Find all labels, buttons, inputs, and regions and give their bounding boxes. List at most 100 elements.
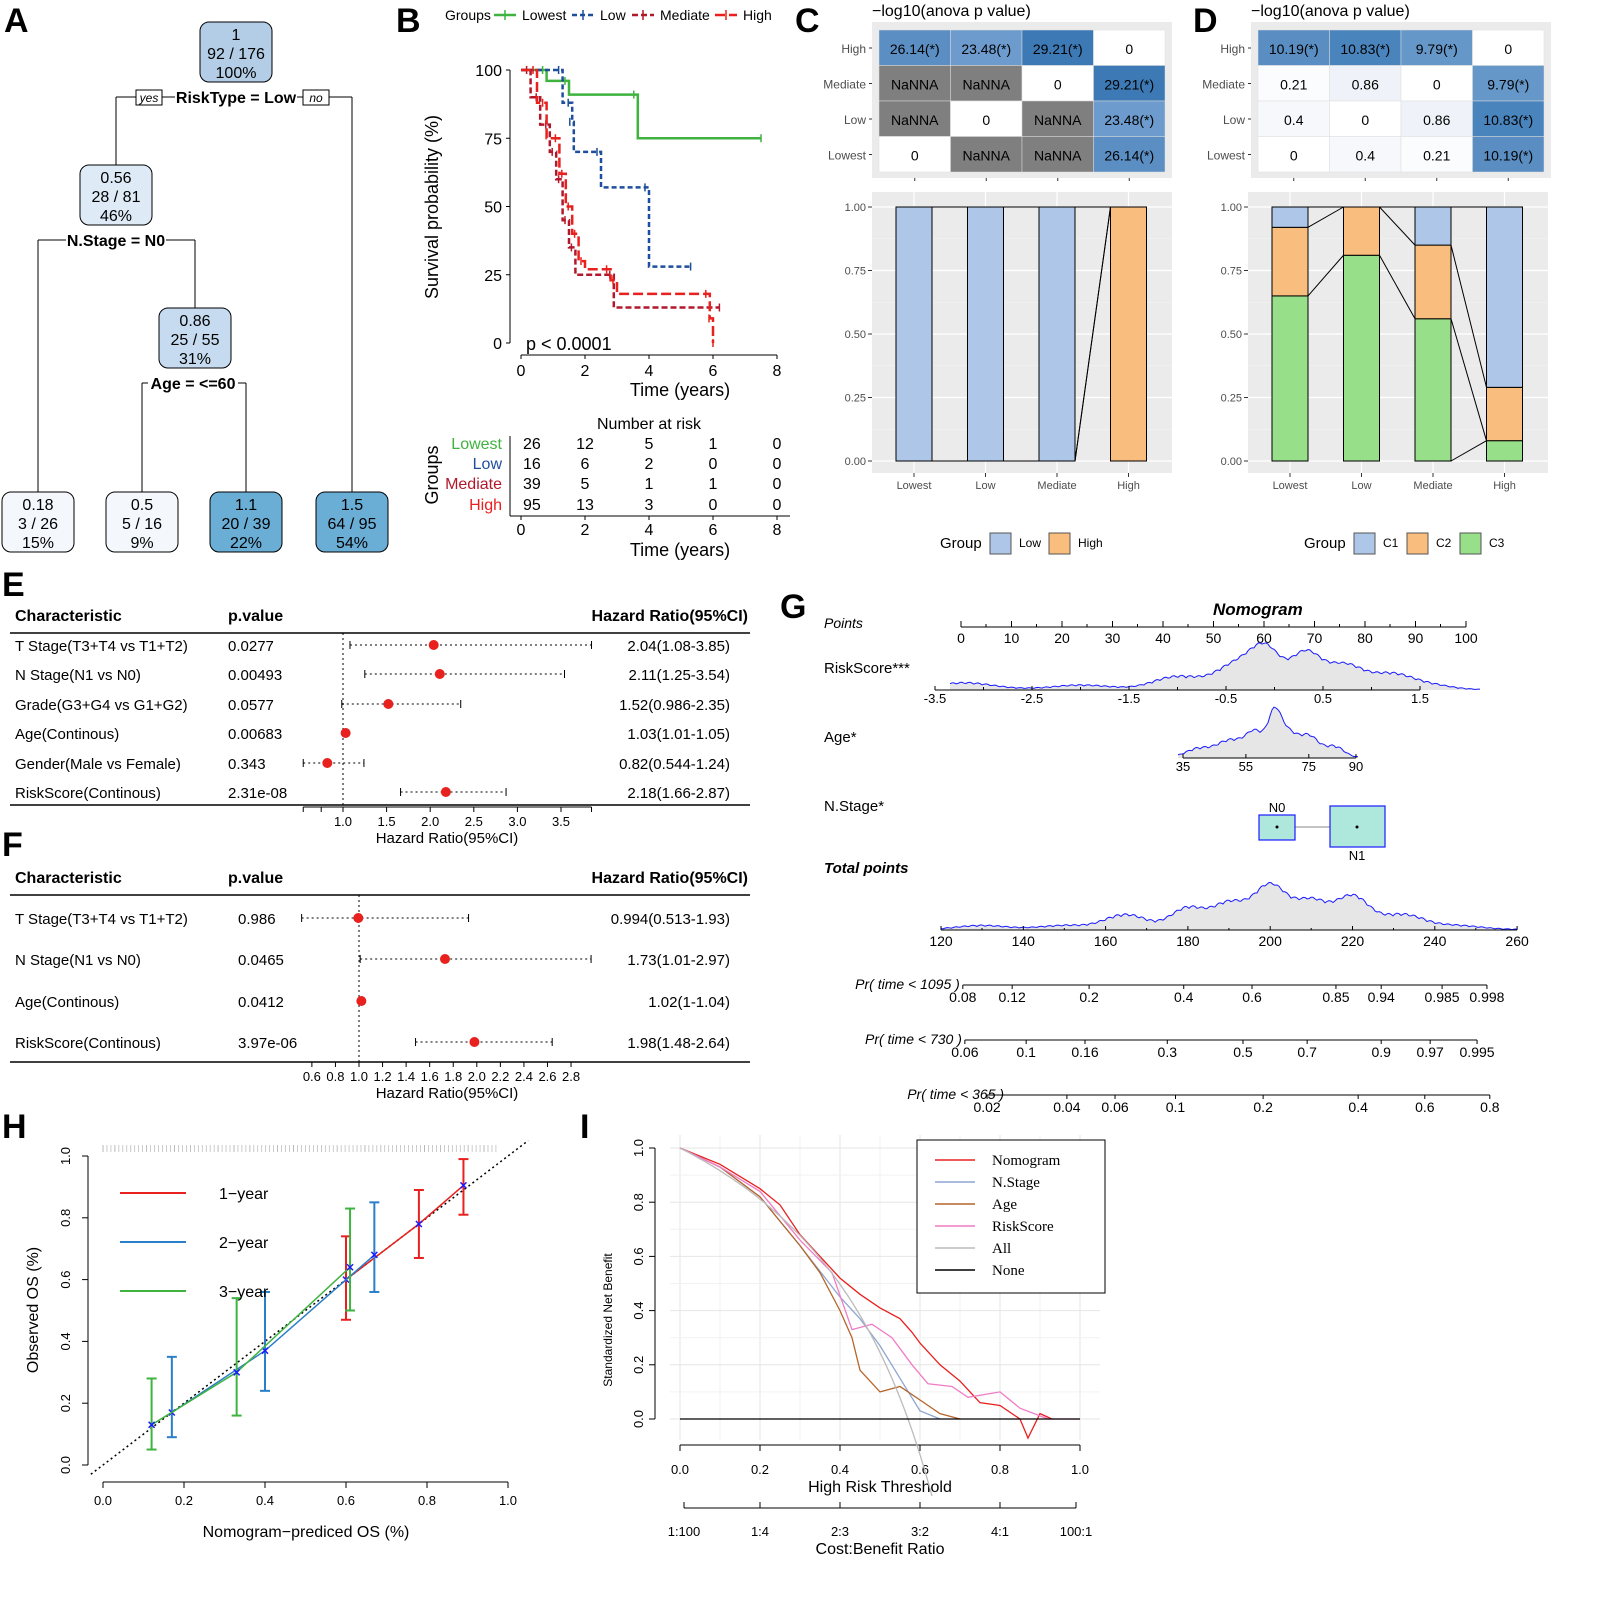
y-tick-label: 0.8 bbox=[58, 1209, 73, 1227]
node-value: 0.18 bbox=[22, 497, 53, 514]
legend-box bbox=[916, 1139, 1106, 1294]
panel-label: D bbox=[1193, 2, 1218, 40]
panel-label: F bbox=[2, 826, 23, 864]
tick-label: 80 bbox=[1357, 630, 1373, 646]
panel-label: B bbox=[396, 2, 421, 40]
risk-count: 0 bbox=[773, 476, 782, 493]
row-label: RiskScore(Continous) bbox=[15, 1035, 161, 1052]
node-value: 1.1 bbox=[235, 497, 257, 514]
probability-label: Pr( time < 365 ) bbox=[907, 1086, 1004, 1102]
y-tick-label: 0.8 bbox=[631, 1193, 646, 1211]
y-tick-label: 0.00 bbox=[1221, 456, 1242, 468]
cell-value: NaNNA bbox=[1034, 112, 1082, 128]
row-label: Low bbox=[1223, 113, 1245, 127]
legend-key bbox=[1459, 532, 1482, 555]
heatmap-cell bbox=[950, 65, 1023, 102]
heatmap-cell bbox=[1093, 100, 1166, 137]
nstage-point bbox=[1275, 825, 1279, 829]
node-value: 0.5 bbox=[131, 497, 153, 514]
legend-label: RiskScore bbox=[992, 1219, 1054, 1235]
risk-count: 13 bbox=[576, 497, 594, 514]
x-tick-label: Mediate bbox=[1037, 480, 1076, 492]
x-tick-label: 6 bbox=[709, 363, 718, 380]
tick-label: -3.5 bbox=[924, 691, 946, 706]
y-tick-label: 0.2 bbox=[58, 1394, 73, 1412]
cell-value: 10.83(*) bbox=[1483, 112, 1533, 128]
tick-label: 0.97 bbox=[1417, 1044, 1444, 1060]
x-tick-label: 0 bbox=[517, 363, 526, 380]
y-tick-label: 0.00 bbox=[845, 456, 866, 468]
y-tick-label: 0.25 bbox=[1221, 393, 1242, 405]
panel-label: I bbox=[580, 1108, 589, 1146]
nstage-point bbox=[1355, 825, 1359, 829]
tree-node bbox=[199, 21, 273, 83]
probability-label: Pr( time < 730 ) bbox=[865, 1031, 962, 1047]
hr-point bbox=[356, 996, 367, 1006]
row-label: Age(Continous) bbox=[15, 994, 119, 1011]
risk-count: 0 bbox=[773, 436, 782, 453]
x-tick-label: 2.0 bbox=[468, 1069, 486, 1084]
cell-value: NaNNA bbox=[963, 148, 1011, 164]
tick-label: 0.5 bbox=[1233, 1044, 1253, 1060]
nomogram-title: Nomogram bbox=[1213, 600, 1303, 619]
tree-node bbox=[79, 164, 153, 226]
y-tick-label: 1.0 bbox=[58, 1147, 73, 1165]
x-tick-label: 1.0 bbox=[334, 814, 352, 829]
hr-text: 0.994(0.513-1.93) bbox=[611, 911, 730, 928]
column-header: p.value bbox=[228, 608, 283, 625]
tick-label: 160 bbox=[1094, 933, 1118, 949]
x-tick-label: 1.8 bbox=[444, 1069, 462, 1084]
hr-point bbox=[469, 1037, 480, 1047]
risk-group-label: Mediate bbox=[445, 476, 502, 493]
heatmap-cell bbox=[1400, 136, 1473, 173]
x-tick-label: 1.0 bbox=[499, 1493, 517, 1508]
total-density bbox=[941, 882, 1517, 930]
tick-label: 0.5 bbox=[1314, 691, 1332, 706]
tree-node bbox=[209, 491, 283, 553]
row-label: Mediate bbox=[823, 78, 866, 92]
p-value: 0.00683 bbox=[228, 726, 282, 743]
x2-tick-label: 3:2 bbox=[911, 1524, 929, 1539]
riskscore-density bbox=[950, 642, 1480, 690]
x2-tick-label: 100:1 bbox=[1060, 1524, 1093, 1539]
tree-node bbox=[315, 491, 389, 553]
tick-label: 30 bbox=[1105, 630, 1121, 646]
hr-point bbox=[440, 787, 451, 797]
no-label: no bbox=[309, 91, 323, 105]
node-count: 25 / 55 bbox=[171, 332, 220, 349]
heatmap-cell bbox=[1400, 100, 1473, 137]
x-tick-label: Lowest bbox=[1273, 480, 1308, 492]
cell-value: NaNNA bbox=[891, 112, 939, 128]
x-tick-label: 2.4 bbox=[515, 1069, 533, 1084]
p-value: 0.343 bbox=[228, 756, 266, 773]
cell-value: 0.4 bbox=[1356, 148, 1376, 164]
x2-tick-label: 1:4 bbox=[751, 1524, 769, 1539]
point-marker bbox=[459, 1181, 467, 1189]
x-tick-label: 0.0 bbox=[94, 1493, 112, 1508]
flow-line bbox=[1307, 206, 1344, 228]
heatmap-cell bbox=[1472, 100, 1545, 137]
flow-line bbox=[1450, 244, 1487, 388]
heatmap-cell bbox=[1329, 29, 1402, 66]
row-label: Gender(Male vs Female) bbox=[15, 756, 181, 773]
risk-count: 0 bbox=[773, 497, 782, 514]
tick-label: 75 bbox=[1302, 759, 1316, 774]
risk-count: 5 bbox=[581, 476, 590, 493]
hr-point bbox=[353, 913, 364, 923]
point-marker bbox=[148, 1421, 156, 1429]
bar-segment-c1 bbox=[1271, 206, 1309, 228]
x-tick-label: 2.2 bbox=[491, 1069, 509, 1084]
y-tick-label: 0 bbox=[493, 336, 502, 353]
dca-curve-nomogram bbox=[679, 1147, 1053, 1440]
hr-text: 1.73(1.01-2.97) bbox=[627, 952, 730, 969]
legend-label: High bbox=[743, 7, 772, 23]
heatmap-cell bbox=[1093, 29, 1166, 66]
point-marker bbox=[346, 1263, 354, 1271]
tick-label: 180 bbox=[1176, 933, 1200, 949]
x-tick-label: 2.6 bbox=[538, 1069, 556, 1084]
risk-count: 95 bbox=[523, 497, 541, 514]
row-label: Points bbox=[824, 615, 863, 631]
km-curve-mediate bbox=[521, 68, 720, 309]
heatmap-title: −log10(anova p value) bbox=[872, 3, 1031, 20]
dca-curve-all bbox=[679, 1147, 933, 1497]
